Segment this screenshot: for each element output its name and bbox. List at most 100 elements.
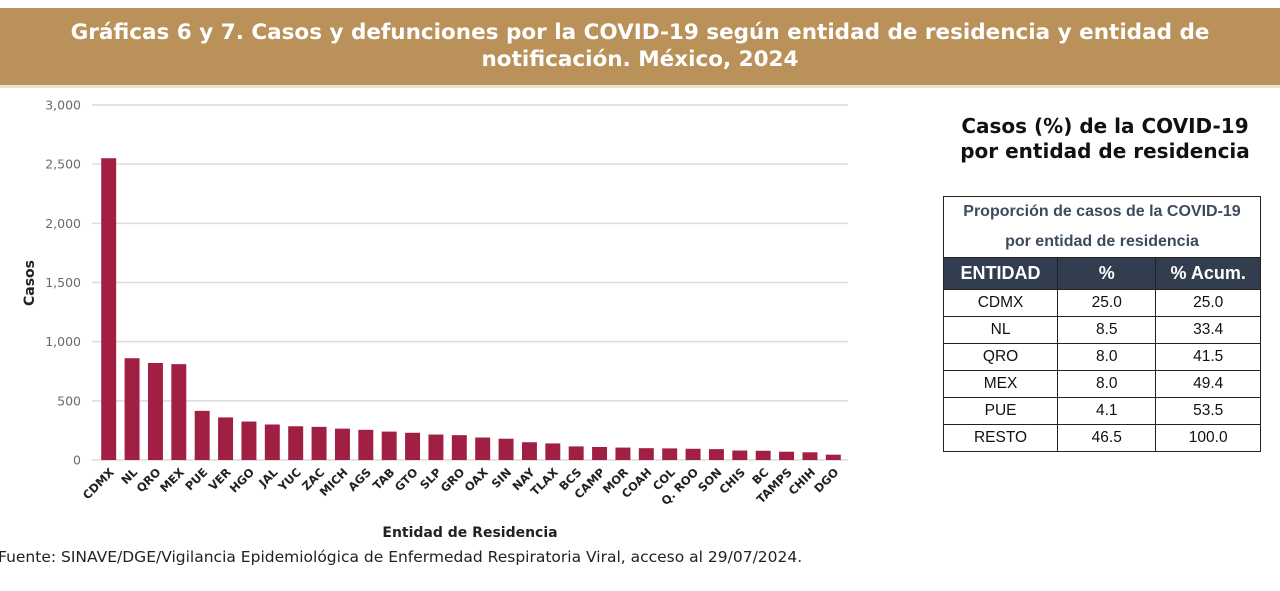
bar-tab [381, 431, 397, 460]
x-tick-label: CDMX [80, 465, 117, 502]
bar-dgo [825, 454, 841, 460]
cell-percent: 25.0 [1057, 289, 1157, 317]
bar-bc [755, 450, 771, 460]
x-axis-title: Entidad de Residencia [382, 525, 557, 541]
x-tick-label: CHIS [716, 465, 748, 497]
y-tick-label: 2,000 [45, 216, 81, 231]
bar-gto [405, 432, 421, 460]
bar-col [662, 448, 678, 460]
x-tick-label: SIN [489, 465, 515, 491]
y-tick-label: 0 [73, 453, 81, 468]
cell-entidad: PUE [942, 397, 1059, 425]
bar-tlax [545, 443, 561, 460]
x-axis-ticks: CDMX NLQROMEXPUEVERHGOJALYUCZACMICHAGSTAB… [80, 465, 842, 508]
bar-pue [194, 410, 210, 460]
banner-divider [0, 85, 1280, 88]
cell-percent: 8.0 [1057, 370, 1157, 398]
page-title-line2: notificación. México, 2024 [481, 47, 799, 72]
bar-ver [218, 417, 234, 460]
bar-nl [124, 358, 140, 460]
header-percent-acum: % Acum. [1155, 257, 1261, 290]
proportion-table: Proporción de casos de la COVID-19 por e… [942, 196, 1261, 452]
source-note: Fuente: SINAVE/DGE/Vigilancia Epidemioló… [0, 548, 803, 566]
y-tick-label: 1,000 [45, 334, 81, 349]
x-tick-label: QRO [134, 465, 164, 495]
page-title: Gráficas 6 y 7. Casos y defunciones por … [0, 8, 1280, 73]
cell-percent: 8.5 [1057, 316, 1157, 344]
table-row: NL 8.5 33.4 [942, 316, 1261, 344]
cell-percent-acum: 41.5 [1155, 343, 1261, 371]
y-axis-ticks: 0 500 1,000 1,500 2,000 2,500 3,000 [45, 98, 81, 468]
cell-percent: 4.1 [1057, 397, 1157, 425]
bar-chart: 0 500 1,000 1,500 2,000 2,500 3,000 CDMX NLQROM… [22, 98, 848, 541]
x-tick-label: GRO [438, 465, 468, 495]
bar-mor [615, 447, 631, 460]
bar-sin [498, 438, 514, 460]
bar-ags [358, 429, 374, 460]
table-row: PUE 4.1 53.5 [942, 397, 1261, 425]
side-panel-title-line2: por entidad de residencia [960, 139, 1250, 163]
table-row: QRO 8.0 41.5 [942, 343, 1261, 371]
cell-percent-acum: 49.4 [1155, 370, 1261, 398]
cell-percent-acum: 25.0 [1155, 289, 1261, 317]
bar-tamps [779, 451, 795, 460]
gridlines [92, 104, 848, 461]
table-row: MEX 8.0 49.4 [942, 370, 1261, 398]
cell-entidad: NL [942, 316, 1059, 344]
bars [101, 158, 841, 460]
bar-yuc [288, 426, 304, 460]
x-tick-label: MEX [157, 465, 187, 495]
side-panel-title: Casos (%) de la COVID-19 por entidad de … [940, 114, 1270, 164]
table-row: RESTO 46.5 100.0 [942, 424, 1261, 452]
bar-jal [264, 424, 280, 460]
header-percent: % [1057, 257, 1157, 290]
bar-mex [171, 364, 187, 460]
x-tick-label: YUC [275, 465, 304, 494]
bar-gro [451, 435, 467, 460]
x-tick-label: OAX [462, 465, 491, 494]
table-header-row: ENTIDAD % % Acum. [942, 257, 1261, 290]
x-tick-label: HGO [227, 465, 257, 495]
bar-cdmx [101, 158, 117, 460]
cell-percent-acum: 33.4 [1155, 316, 1261, 344]
x-tick-label: AGS [345, 465, 374, 494]
cell-entidad: RESTO [942, 424, 1059, 452]
bar-camp [592, 446, 608, 460]
bar-slp [428, 434, 444, 460]
y-tick-label: 500 [57, 393, 81, 408]
bar-chih [802, 452, 818, 460]
bar-chis [732, 450, 748, 460]
y-tick-label: 2,500 [45, 157, 81, 172]
bar-oax [475, 437, 491, 460]
page-title-line1: Gráficas 6 y 7. Casos y defunciones por … [70, 20, 1210, 45]
y-axis-title: Casos [22, 260, 38, 306]
table-row: CDMX 25.0 25.0 [942, 289, 1261, 317]
bar-qro [147, 362, 163, 460]
table-caption-line2: por entidad de residencia [1005, 233, 1199, 250]
table-caption-line1: Proporción de casos de la COVID-19 [963, 203, 1241, 220]
bar-zac [311, 426, 327, 460]
x-tick-label: DGO [811, 465, 841, 495]
table-caption: Proporción de casos de la COVID-19 por e… [943, 196, 1261, 258]
bar-q-roo [685, 448, 701, 460]
header-entidad: ENTIDAD [942, 257, 1059, 290]
cell-percent-acum: 53.5 [1155, 397, 1261, 425]
x-tick-label: PUE [182, 465, 210, 493]
cell-entidad: MEX [942, 370, 1059, 398]
cell-percent: 8.0 [1057, 343, 1157, 371]
cell-percent: 46.5 [1057, 424, 1157, 452]
bar-nay [521, 442, 537, 460]
bar-son [708, 449, 724, 460]
x-tick-label: TLAX [528, 465, 561, 498]
x-tick-label: CHIH [786, 465, 819, 498]
x-tick-label: GTO [392, 465, 421, 494]
x-tick-label: TAB [370, 465, 397, 492]
y-tick-label: 1,500 [45, 275, 81, 290]
bar-coah [638, 448, 654, 460]
title-banner: Gráficas 6 y 7. Casos y defunciones por … [0, 8, 1280, 85]
y-tick-label: 3,000 [45, 98, 81, 113]
cell-entidad: QRO [942, 343, 1059, 371]
bar-hgo [241, 421, 257, 460]
bar-mich [334, 428, 350, 460]
cell-percent-acum: 100.0 [1155, 424, 1261, 452]
